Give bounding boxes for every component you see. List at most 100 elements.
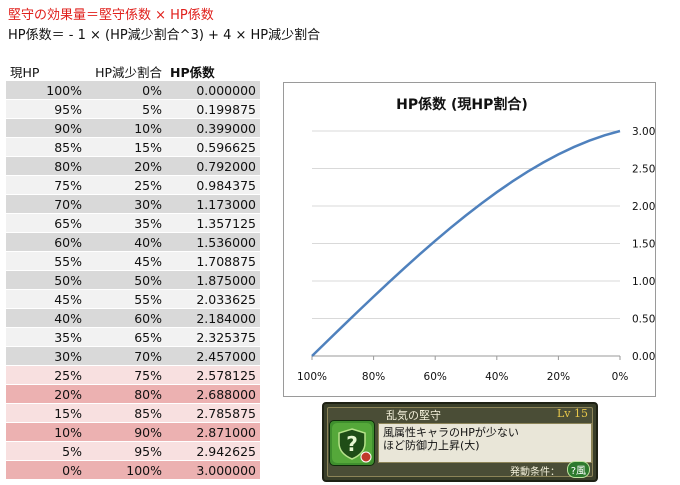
table-row: 45% 55% 2.033625 xyxy=(6,289,260,309)
trigger-condition-label: 発動条件： xyxy=(510,467,560,478)
table-row: 65% 35% 1.357125 xyxy=(6,213,260,233)
table-row: 25% 75% 2.578125 xyxy=(6,365,260,385)
formula-line-1: 堅守の効果量＝堅守係数 × HP係数 xyxy=(8,8,214,23)
cell-current-hp: 0% xyxy=(6,460,86,480)
y-tick-label: 0.50 xyxy=(632,314,655,326)
cell-hp-coefficient: 1.708875 xyxy=(166,251,260,271)
cell-hp-decrease: 30% xyxy=(86,194,166,214)
cell-current-hp: 70% xyxy=(6,194,86,214)
cell-hp-coefficient: 2.325375 xyxy=(166,327,260,347)
table-row: 70% 30% 1.173000 xyxy=(6,194,260,214)
table-row: 50% 50% 1.875000 xyxy=(6,270,260,290)
y-tick-label: 1.00 xyxy=(632,276,655,288)
cell-hp-coefficient: 2.457000 xyxy=(166,346,260,366)
table-row: 55% 45% 1.708875 xyxy=(6,251,260,271)
cell-hp-decrease: 10% xyxy=(86,118,166,138)
x-tick-label: 80% xyxy=(362,371,385,383)
cell-hp-decrease: 45% xyxy=(86,251,166,271)
cell-current-hp: 30% xyxy=(6,346,86,366)
cell-hp-coefficient: 3.000000 xyxy=(166,460,260,480)
cell-hp-decrease: 75% xyxy=(86,365,166,385)
cell-hp-decrease: 80% xyxy=(86,384,166,404)
svg-text:?: ? xyxy=(346,432,358,456)
table-row: 5% 95% 2.942625 xyxy=(6,441,260,461)
y-tick-label: 1.50 xyxy=(632,239,655,251)
y-tick-label: 2.50 xyxy=(632,164,655,176)
element-label: 風 xyxy=(576,466,586,477)
table-row: 10% 90% 2.871000 xyxy=(6,422,260,442)
formula-line-2: HP係数＝ - 1 × (HP減少割合^3) + 4 × HP減少割合 xyxy=(8,28,321,43)
cell-current-hp: 65% xyxy=(6,213,86,233)
cell-current-hp: 25% xyxy=(6,365,86,385)
header-hp-coefficient: HP係数 xyxy=(170,65,215,80)
cell-hp-coefficient: 1.536000 xyxy=(166,232,260,252)
table-row: 0% 100% 3.000000 xyxy=(6,460,260,480)
cell-current-hp: 90% xyxy=(6,118,86,138)
cell-hp-coefficient: 2.688000 xyxy=(166,384,260,404)
table-row: 80% 20% 0.792000 xyxy=(6,156,260,176)
cell-current-hp: 55% xyxy=(6,251,86,271)
table-header-row: 現HP HP減少割合 HP係数 xyxy=(6,62,260,81)
table-row: 15% 85% 2.785875 xyxy=(6,403,260,423)
cell-current-hp: 35% xyxy=(6,327,86,347)
cell-current-hp: 15% xyxy=(6,403,86,423)
cell-current-hp: 5% xyxy=(6,441,86,461)
cell-hp-decrease: 20% xyxy=(86,156,166,176)
table-row: 35% 65% 2.325375 xyxy=(6,327,260,347)
chart-frame: HP係数 (現HP割合) 0.00 0.50 1.00 1.50 2.00 2.50 3.0… xyxy=(283,82,656,397)
cell-hp-coefficient: 0.399000 xyxy=(166,118,260,138)
hp-coefficient-table: 現HP HP減少割合 HP係数 100% 0% 0.000000 95% 5% 0.199… xyxy=(6,62,260,480)
cell-current-hp: 20% xyxy=(6,384,86,404)
hp-coefficient-chart: HP係数 (現HP割合) 0.00 0.50 1.00 1.50 2.00 2.50 3.0… xyxy=(297,96,655,383)
cell-current-hp: 50% xyxy=(6,270,86,290)
cell-current-hp: 80% xyxy=(6,156,86,176)
table-row: 30% 70% 2.457000 xyxy=(6,346,260,366)
cell-hp-decrease: 60% xyxy=(86,308,166,328)
wind-element-badge: ?風 xyxy=(566,461,590,478)
x-tick-label: 100% xyxy=(297,371,327,383)
table-row: 100% 0% 0.000000 xyxy=(6,81,260,100)
cell-hp-decrease: 15% xyxy=(86,137,166,157)
cell-hp-decrease: 100% xyxy=(86,460,166,480)
skill-description: 風属性キャラのHPが少ないほど防御力上昇(大) xyxy=(383,426,519,452)
cell-hp-coefficient: 0.792000 xyxy=(166,156,260,176)
cell-current-hp: 85% xyxy=(6,137,86,157)
cell-hp-decrease: 55% xyxy=(86,289,166,309)
skill-name: 乱気の堅守 xyxy=(386,409,441,422)
cell-current-hp: 40% xyxy=(6,308,86,328)
table-row: 75% 25% 0.984375 xyxy=(6,175,260,195)
skill-card: ? 乱気の堅守 Lv 15 風属性キャラのHPが少ないほど防御力上昇(大) 発動… xyxy=(322,402,598,482)
table-row: 20% 80% 2.688000 xyxy=(6,384,260,404)
cell-hp-coefficient: 2.942625 xyxy=(166,441,260,461)
header-hp-decrease: HP減少割合 xyxy=(95,65,162,80)
table-row: 95% 5% 0.199875 xyxy=(6,99,260,119)
table-row: 40% 60% 2.184000 xyxy=(6,308,260,328)
cell-hp-coefficient: 0.000000 xyxy=(166,81,260,100)
cell-hp-decrease: 35% xyxy=(86,213,166,233)
header-current-hp: 現HP xyxy=(10,65,40,80)
cell-hp-decrease: 65% xyxy=(86,327,166,347)
cell-current-hp: 60% xyxy=(6,232,86,252)
cell-hp-coefficient: 1.357125 xyxy=(166,213,260,233)
cell-current-hp: 45% xyxy=(6,289,86,309)
cell-hp-decrease: 50% xyxy=(86,270,166,290)
cell-hp-coefficient: 2.578125 xyxy=(166,365,260,385)
cell-hp-coefficient: 0.199875 xyxy=(166,99,260,119)
y-tick-label: 2.00 xyxy=(632,201,655,213)
cell-current-hp: 75% xyxy=(6,175,86,195)
cell-hp-coefficient: 2.033625 xyxy=(166,289,260,309)
x-tick-label: 0% xyxy=(612,371,629,383)
cell-current-hp: 100% xyxy=(6,81,86,100)
cell-hp-decrease: 40% xyxy=(86,232,166,252)
y-tick-label: 3.00 xyxy=(632,126,655,138)
series-line xyxy=(311,129,621,357)
cell-hp-decrease: 0% xyxy=(86,81,166,100)
chart-title: HP係数 (現HP割合) xyxy=(396,96,528,113)
cell-hp-decrease: 90% xyxy=(86,422,166,442)
cell-hp-coefficient: 1.875000 xyxy=(166,270,260,290)
cell-hp-decrease: 85% xyxy=(86,403,166,423)
cell-hp-decrease: 95% xyxy=(86,441,166,461)
cell-hp-coefficient: 0.984375 xyxy=(166,175,260,195)
cell-current-hp: 10% xyxy=(6,422,86,442)
cell-hp-coefficient: 2.785875 xyxy=(166,403,260,423)
